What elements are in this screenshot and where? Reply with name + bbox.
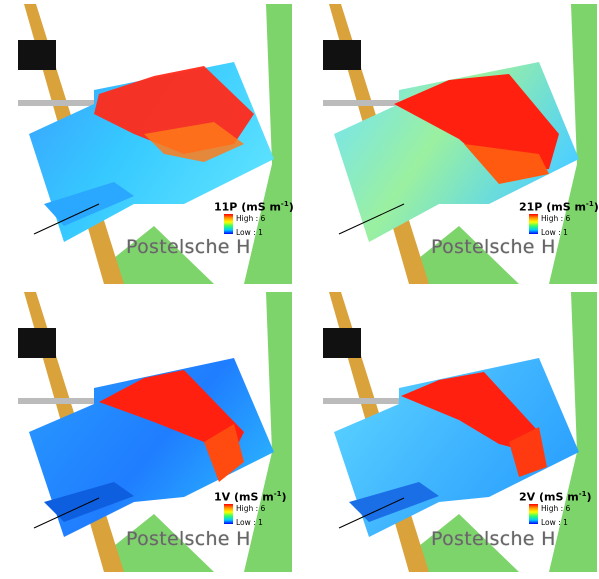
legend-color-ramp-icon — [224, 504, 233, 524]
place-label: Postelsche H — [126, 236, 251, 258]
legend-high-label: High : 6 — [541, 214, 571, 223]
panel-title-1v: 1V (mS m-1) — [214, 490, 287, 504]
legend-low-label: Low : 1 — [236, 228, 263, 237]
legend-high-label: High : 6 — [541, 504, 571, 513]
legend-low-label: Low : 1 — [236, 518, 263, 527]
panel-title-11p: 11P (mS m-1) — [214, 200, 294, 214]
conductivity-map-1v — [4, 292, 292, 572]
panel-title-21p: 21P (mS m-1) — [519, 200, 599, 214]
legend-low-label: Low : 1 — [541, 228, 568, 237]
place-label: Postelsche H — [431, 528, 556, 550]
legend-color-ramp-icon — [529, 504, 538, 524]
map-panel-2v: 2V (mS m-1) High : 6 Low : 1 Postelsche … — [309, 292, 597, 572]
panel-title-2v: 2V (mS m-1) — [519, 490, 592, 504]
legend-high-label: High : 6 — [236, 504, 266, 513]
map-panel-11p: 11P (mS m-1) High : 6 Low : 1 Postelsche… — [4, 4, 294, 284]
legend-high-label: High : 6 — [236, 214, 266, 223]
legend-color-ramp-icon — [529, 214, 538, 234]
conductivity-map-2v — [309, 292, 597, 572]
map-panel-21p: 21P (mS m-1) High : 6 Low : 1 Postelsche… — [309, 4, 599, 284]
legend-low-label: Low : 1 — [541, 518, 568, 527]
conductivity-map-21p — [309, 4, 597, 284]
legend-color-ramp-icon — [224, 214, 233, 234]
place-label: Postelsche H — [126, 528, 251, 550]
conductivity-map-11p — [4, 4, 292, 284]
place-label: Postelsche H — [431, 236, 556, 258]
map-panel-1v: 1V (mS m-1) High : 6 Low : 1 Postelsche … — [4, 292, 292, 572]
